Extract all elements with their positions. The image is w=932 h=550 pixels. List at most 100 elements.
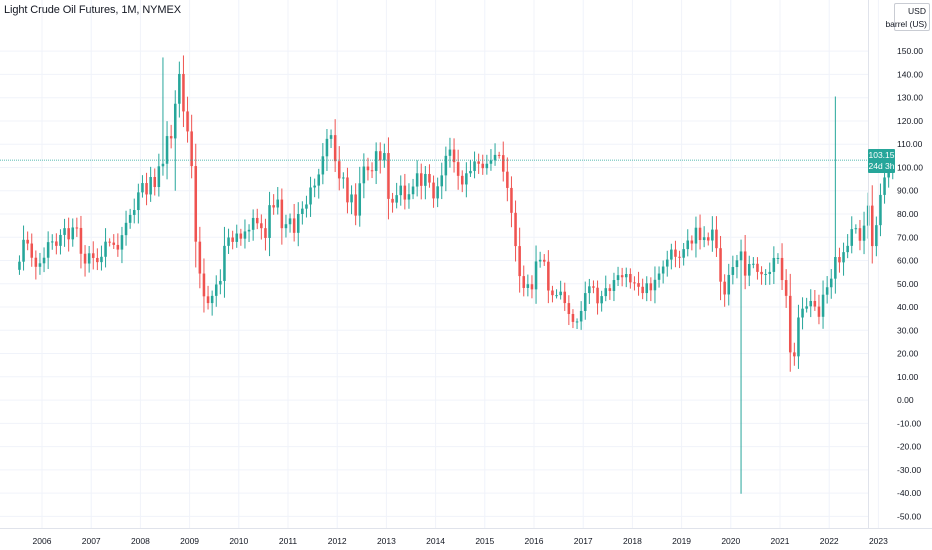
candle-body	[436, 186, 439, 199]
candle-body	[477, 161, 480, 164]
candle-body	[600, 296, 603, 304]
x-tick-label: 2014	[426, 536, 445, 546]
candle-body	[711, 229, 714, 241]
candle-body	[399, 185, 403, 196]
candle-body	[333, 135, 337, 162]
candle-body	[772, 257, 776, 272]
candle-body	[321, 156, 325, 175]
candle-body	[690, 240, 694, 244]
candle-body	[206, 296, 210, 304]
x-tick-label: 2010	[229, 536, 248, 546]
x-tick-label: 2011	[279, 536, 298, 546]
candle-body	[182, 73, 185, 112]
candle-body	[616, 275, 620, 281]
y-tick-label: 110.00	[897, 139, 923, 149]
candle-body	[55, 241, 58, 246]
chart-title: Light Crude Oil Futures, 1M, NYMEX	[4, 4, 181, 16]
candle-body	[34, 257, 38, 267]
y-tick-label: 120.00	[897, 116, 923, 126]
candle-body	[161, 163, 165, 167]
candle-body	[727, 274, 731, 295]
candle-body	[473, 161, 476, 171]
candle-body	[210, 295, 214, 304]
candle-body	[756, 263, 759, 272]
candle-body	[858, 228, 862, 241]
y-tick-label: 0.00	[897, 395, 914, 405]
candle-body	[419, 173, 423, 186]
candle-body	[407, 194, 411, 200]
candle-body	[661, 266, 665, 274]
candle-body	[223, 245, 226, 281]
candle-body	[510, 187, 513, 213]
candle-body	[776, 257, 780, 259]
candle-body	[801, 308, 804, 318]
candle-body	[219, 280, 222, 285]
candle-body	[596, 287, 599, 304]
candle-body	[702, 237, 706, 241]
candle-body	[809, 300, 813, 307]
candle-body	[71, 227, 75, 240]
candle-body	[317, 174, 321, 186]
candle-body	[608, 288, 612, 291]
candle-body	[559, 291, 562, 296]
candle-body	[526, 284, 530, 288]
candle-body	[403, 185, 407, 200]
candle-body	[448, 149, 452, 156]
candle-body	[506, 171, 509, 188]
x-tick-label: 2006	[33, 536, 52, 546]
candle-body	[579, 310, 583, 322]
candle-body	[239, 233, 243, 239]
candle-body	[378, 151, 382, 161]
candle-body	[50, 241, 54, 243]
price-axis[interactable]: 150.00 140.00 130.00 120.00 110.00 100.00 90.0…	[897, 46, 923, 521]
candle-body	[875, 225, 878, 247]
time-axis[interactable]: 2006 2007 2008 2009 2010 2011 2012 2013 2014 2015…	[33, 536, 889, 546]
candle-body	[485, 163, 489, 169]
candle-body	[67, 228, 70, 240]
candle-body	[879, 194, 882, 226]
candle-body	[645, 283, 649, 294]
candle-body	[678, 256, 681, 258]
candle-body	[514, 212, 517, 247]
candle-body	[793, 352, 796, 357]
candle-body	[284, 224, 288, 229]
candle-body	[26, 239, 29, 244]
candle-body	[391, 198, 394, 203]
candle-body	[768, 271, 772, 275]
candle-body	[137, 192, 140, 211]
y-tick-label: 80.00	[897, 209, 919, 219]
candle-body	[489, 160, 493, 164]
candle-body	[670, 249, 673, 260]
x-tick-label: 2016	[525, 536, 544, 546]
candle-body	[87, 253, 91, 264]
candle-body	[75, 227, 79, 229]
candle-body	[469, 170, 472, 174]
candle-body	[805, 306, 808, 309]
candle-body	[829, 278, 833, 288]
candle-body	[346, 177, 349, 203]
candle-body	[739, 251, 743, 261]
candle-body	[428, 173, 431, 183]
candle-body	[838, 257, 841, 263]
last-price-value: 103.15	[868, 150, 895, 160]
candle-body	[157, 166, 161, 188]
candle-body	[120, 235, 124, 250]
candle-body	[719, 248, 722, 282]
candle-body	[132, 210, 136, 215]
candle-body	[313, 185, 316, 188]
y-tick-label: 150.00	[897, 46, 923, 56]
candle-body	[641, 286, 644, 294]
candle-body	[366, 166, 370, 171]
candle-body	[780, 257, 784, 281]
x-tick-label: 2017	[574, 536, 593, 546]
y-tick-label: 40.00	[897, 302, 919, 312]
candle-body	[280, 199, 284, 229]
candle-body	[374, 151, 378, 171]
candle-body	[706, 237, 710, 241]
currency-unit-selector[interactable]: USD barrel (US)	[885, 3, 930, 31]
candle-body	[657, 273, 661, 280]
candle-body	[743, 251, 747, 276]
candle-body	[530, 284, 534, 290]
y-tick-label: -30.00	[897, 465, 921, 475]
